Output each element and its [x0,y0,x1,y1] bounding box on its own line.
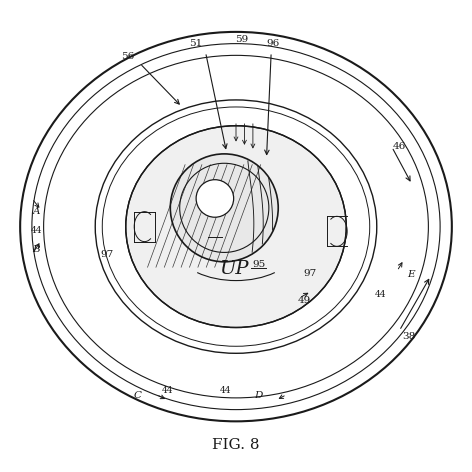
Text: 57: 57 [208,229,221,238]
Text: 97: 97 [303,269,317,278]
Text: 38: 38 [402,332,415,341]
Text: E: E [407,270,414,279]
Text: A: A [33,207,40,216]
Circle shape [196,180,234,217]
Text: UP: UP [219,260,248,278]
Text: 46: 46 [393,143,406,152]
Text: 44: 44 [162,387,174,396]
Text: 97: 97 [101,250,114,259]
Text: 95: 95 [252,260,265,269]
Circle shape [170,154,278,262]
Text: 51: 51 [189,39,203,48]
Text: 59: 59 [235,34,248,43]
Text: D: D [254,391,263,400]
Text: 49: 49 [297,296,311,305]
Text: B: B [32,244,40,253]
Ellipse shape [126,126,346,328]
Text: FIG. 8: FIG. 8 [212,438,260,452]
Text: 44: 44 [31,226,42,235]
Text: C: C [134,391,142,400]
Ellipse shape [23,34,449,419]
Text: 56: 56 [121,52,135,61]
Text: 44: 44 [220,387,231,396]
Text: 44: 44 [375,290,386,299]
Text: 96: 96 [266,39,279,48]
